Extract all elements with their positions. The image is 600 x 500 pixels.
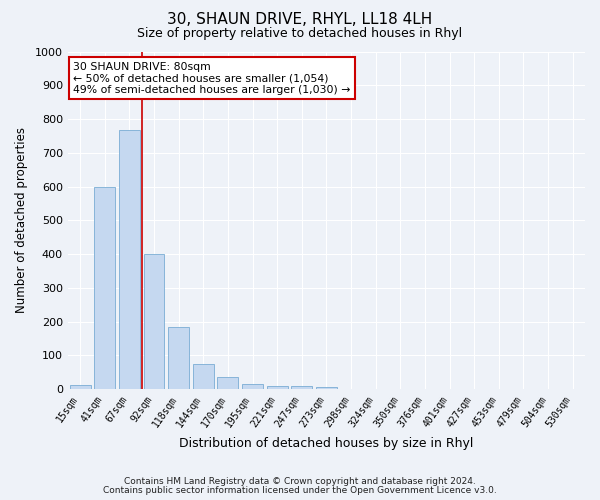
Bar xyxy=(70,385,91,389)
Bar xyxy=(292,386,312,389)
X-axis label: Distribution of detached houses by size in Rhyl: Distribution of detached houses by size … xyxy=(179,437,473,450)
Bar xyxy=(119,130,140,389)
Bar xyxy=(143,254,164,389)
Bar xyxy=(168,326,189,389)
Bar xyxy=(242,384,263,389)
Bar xyxy=(217,378,238,389)
Text: Contains public sector information licensed under the Open Government Licence v3: Contains public sector information licen… xyxy=(103,486,497,495)
Bar xyxy=(266,386,287,389)
Text: 30, SHAUN DRIVE, RHYL, LL18 4LH: 30, SHAUN DRIVE, RHYL, LL18 4LH xyxy=(167,12,433,28)
Text: Contains HM Land Registry data © Crown copyright and database right 2024.: Contains HM Land Registry data © Crown c… xyxy=(124,477,476,486)
Y-axis label: Number of detached properties: Number of detached properties xyxy=(15,128,28,314)
Bar xyxy=(94,186,115,389)
Bar xyxy=(316,387,337,389)
Bar xyxy=(193,364,214,389)
Text: 30 SHAUN DRIVE: 80sqm
← 50% of detached houses are smaller (1,054)
49% of semi-d: 30 SHAUN DRIVE: 80sqm ← 50% of detached … xyxy=(73,62,350,95)
Text: Size of property relative to detached houses in Rhyl: Size of property relative to detached ho… xyxy=(137,28,463,40)
